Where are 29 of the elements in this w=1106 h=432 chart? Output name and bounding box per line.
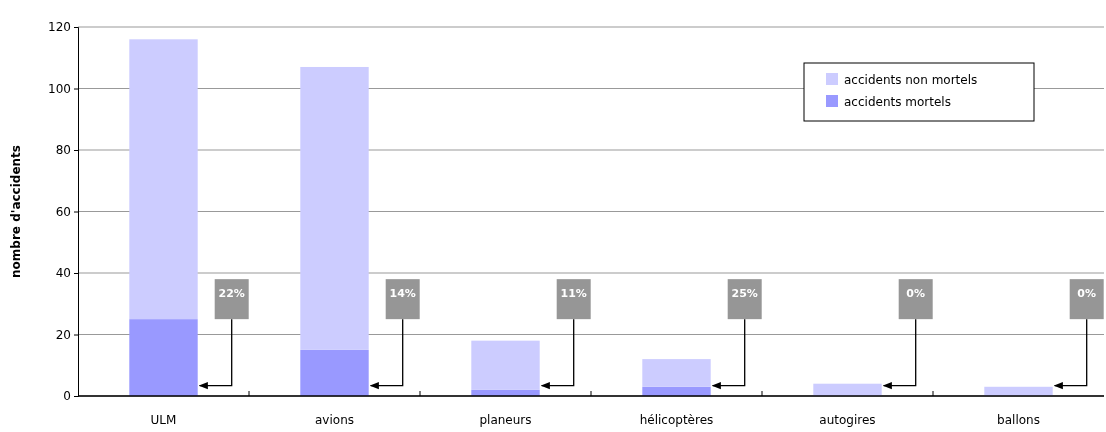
x-tick-label: avions [315,413,354,427]
legend-label: accidents non mortels [844,73,978,87]
y-tick-label: 40 [55,266,71,281]
bar [300,349,369,396]
annotation: 0% [906,287,926,301]
bar [471,340,540,390]
bar [300,66,369,350]
x-tick-label: planeurs [479,413,532,427]
y-tick-label: 80 [55,143,71,158]
legend-label: accidents mortels [844,95,951,109]
bar [129,319,198,396]
x-tick-label: autogires [819,413,876,427]
bar [129,39,198,320]
x-tick-label: hélicoptères [639,413,714,427]
annotation: 22% [218,287,245,301]
y-tick-label: 20 [55,327,71,342]
y-tick-label: 120 [48,20,71,35]
x-tick-label: ULM [150,413,177,427]
y-tick-label: 0 [63,389,71,404]
annotation: 0% [1077,287,1097,301]
y-axis-title: nombre d'accidents [9,145,23,278]
annotation: 11% [560,287,587,301]
bar [813,383,882,396]
x-tick-label: ballons [997,413,1040,427]
y-tick-label: 60 [55,204,71,219]
y-tick-label: 100 [48,81,71,96]
annotation: 25% [731,287,758,301]
bar [642,359,711,387]
annotation: 14% [389,287,416,301]
